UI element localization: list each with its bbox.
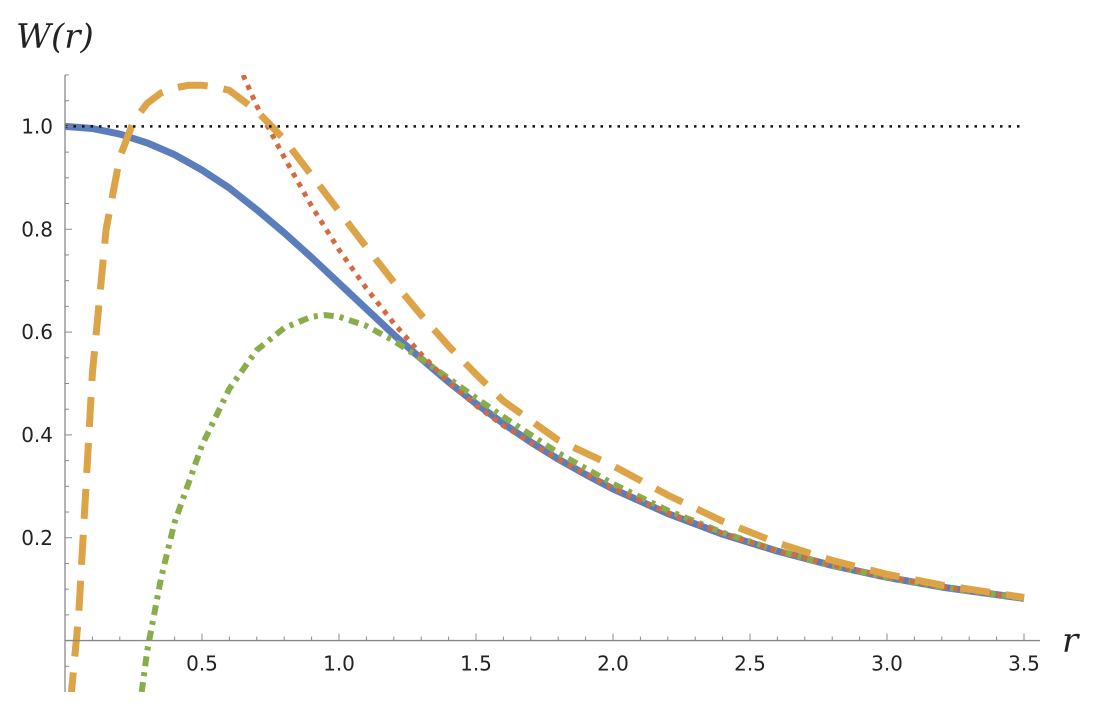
y-tick-label: 0.4 <box>21 423 53 447</box>
y-tick-label: 0.6 <box>21 320 53 344</box>
y-tick-label: 0.8 <box>21 217 53 241</box>
x-axis-ticks: 0.5 1.0 1.5 2.0 2.5 3.0 3.5 <box>91 633 1040 676</box>
x-tick-label: 3.0 <box>871 652 903 676</box>
y-axis-ticks: 0.2 0.4 0.6 0.8 1.0 <box>21 74 72 667</box>
x-tick-label: 2.5 <box>734 652 766 676</box>
x-tick-label: 1.0 <box>323 652 355 676</box>
x-tick-label: 2.0 <box>597 652 629 676</box>
series-dashdot-line <box>138 312 1025 692</box>
x-tick-label: 1.5 <box>460 652 492 676</box>
plot-series <box>64 75 1025 692</box>
y-axis-title: W(r) <box>16 17 94 57</box>
y-tick-label: 0.2 <box>21 526 53 550</box>
series-dotted-line <box>240 75 1025 601</box>
x-tick-label: 0.5 <box>186 652 218 676</box>
x-tick-label: 3.5 <box>1008 652 1040 676</box>
y-tick-label: 1.0 <box>21 114 53 138</box>
series-solid-line <box>64 122 1025 602</box>
series-dashed-line <box>67 81 1025 692</box>
x-axis-title: r <box>1062 621 1080 661</box>
